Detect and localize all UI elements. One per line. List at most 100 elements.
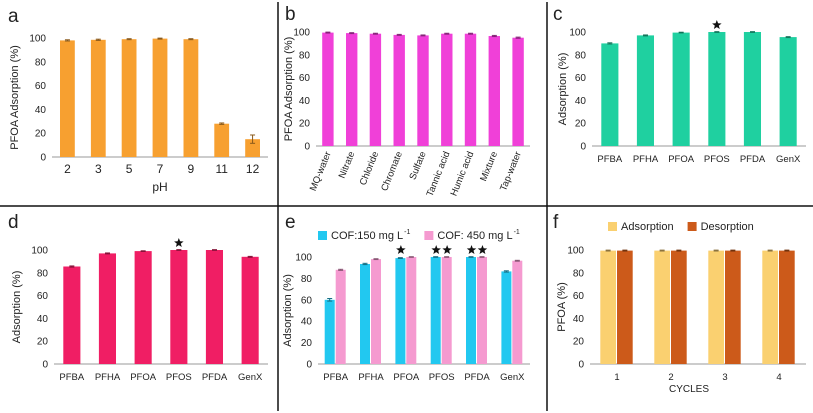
panel-a-xtick-4: 9 bbox=[188, 162, 195, 176]
panel-c-star-3-s0 bbox=[712, 20, 722, 29]
panel-d-bar-1 bbox=[98, 253, 116, 364]
panel-b-label: b bbox=[285, 4, 296, 25]
panel-d-ylabel: Adsorption (%) bbox=[11, 271, 23, 344]
panel-a-bar-6 bbox=[245, 139, 260, 157]
panel-a-xtick-3: 7 bbox=[157, 162, 164, 176]
panel-b-xtick-2: Chloride bbox=[358, 150, 381, 187]
panel-e-legend-sup-1: -1 bbox=[514, 229, 520, 236]
panel-c-bar-3 bbox=[708, 32, 726, 146]
panel-f-legend-label-1: Desorption bbox=[701, 221, 754, 233]
panel-c-bar-1 bbox=[636, 35, 654, 146]
panel-f-bar-3-s0 bbox=[762, 250, 778, 364]
panel-e-bar-2-s0 bbox=[395, 258, 406, 364]
panel-b-xtick-6: Humic acid bbox=[449, 150, 477, 198]
panel-c-bar-0 bbox=[601, 43, 619, 146]
panel-a-bar-5 bbox=[214, 123, 230, 157]
panel-e-ytick-100: 100 bbox=[295, 253, 312, 264]
panel-b-bar-8 bbox=[512, 37, 524, 147]
panel-d-xtick-2: PFOA bbox=[130, 372, 157, 383]
panel-e-star-2-s0 bbox=[396, 245, 406, 254]
panel-a-ytick-0: 0 bbox=[40, 153, 46, 164]
panel-e-star-4-s0 bbox=[466, 245, 477, 254]
panel-b-xtick-4: Sulfate bbox=[408, 150, 429, 182]
panel-f-legend-swatch-0 bbox=[608, 222, 617, 231]
panel-a-xtick-5: 11 bbox=[215, 162, 228, 176]
panel-a-bar-3 bbox=[152, 38, 168, 157]
panel-c-ylabel: Adsorption (%) bbox=[557, 53, 569, 126]
panel-d-xtick-5: GenX bbox=[238, 372, 263, 383]
panel-f-bar-0-s0 bbox=[600, 250, 616, 364]
panel-a-bar-0 bbox=[60, 40, 75, 157]
panel-f-bar-3-s1 bbox=[779, 250, 795, 364]
panel-e-bar-3-s1 bbox=[441, 257, 452, 364]
panel-e-star-3-s0 bbox=[431, 245, 441, 254]
panel-b-ytick-80: 80 bbox=[299, 50, 311, 61]
panel-a-label: a bbox=[8, 6, 19, 27]
panel-e-xtick-0: PFBA bbox=[323, 372, 348, 383]
panel-c-xtick-5: GenX bbox=[776, 154, 801, 165]
panel-b-xtick-0: MQ-water bbox=[308, 150, 334, 193]
panel-e-ytick-20: 20 bbox=[301, 338, 313, 349]
panel-c-xtick-0: PFBA bbox=[597, 154, 622, 165]
panel-e-xtick-3: PFOS bbox=[429, 372, 455, 383]
panel-a-ytick-40: 40 bbox=[35, 105, 47, 116]
panel-d-bar-5 bbox=[241, 256, 259, 364]
panel-e-bar-1-s1 bbox=[371, 259, 381, 364]
panel-c-bar-5 bbox=[779, 37, 797, 146]
panel-e-bar-4-s1 bbox=[477, 257, 487, 364]
panel-c-bar-2 bbox=[672, 32, 690, 146]
panel-b-xtick-7: Mixture bbox=[478, 150, 500, 183]
panel-c-xtick-4: PFDA bbox=[740, 154, 766, 165]
panel-e-bar-5-s0 bbox=[501, 271, 512, 364]
panel-f-legend-label-0: Adsorption bbox=[621, 221, 674, 233]
panel-c-xtick-3: PFOS bbox=[704, 154, 730, 165]
panel-d-bar-3 bbox=[170, 250, 188, 364]
panel-e-star-3-s1 bbox=[442, 245, 452, 254]
panel-a-xtick-2: 5 bbox=[126, 162, 133, 176]
panel-d-ytick-60: 60 bbox=[37, 291, 49, 302]
panel-e-ytick-40: 40 bbox=[301, 317, 313, 328]
panel-f-xtick-0: 1 bbox=[614, 372, 619, 383]
panel-e-bar-2-s1 bbox=[406, 257, 417, 364]
panel-b-ytick-20: 20 bbox=[299, 119, 311, 130]
panel-d-ytick-80: 80 bbox=[37, 268, 49, 279]
panel-e-bar-1-s0 bbox=[360, 264, 370, 364]
panel-d-bar-2 bbox=[134, 251, 152, 364]
panel-a-ytick-60: 60 bbox=[35, 81, 47, 92]
panel-e-legend-label-0: COF:150 mg L bbox=[331, 230, 403, 242]
panel-c-bar-4 bbox=[743, 32, 761, 146]
panel-b-ytick-40: 40 bbox=[299, 96, 311, 107]
panel-e-star-4-s1 bbox=[477, 245, 488, 254]
panel-a-ytick-100: 100 bbox=[29, 34, 46, 45]
panel-e-legend-label-1: COF: 450 mg L bbox=[437, 230, 512, 242]
panel-e-bar-4-s0 bbox=[466, 257, 476, 364]
panel-c-xtick-2: PFOA bbox=[668, 154, 695, 165]
panel-f-ytick-0: 0 bbox=[578, 360, 584, 371]
panel-b-bar-4 bbox=[417, 35, 429, 146]
panel-f-xtick-2: 3 bbox=[722, 372, 727, 383]
panel-a-bar-4 bbox=[183, 39, 199, 158]
panel-a-xlabel: pH bbox=[152, 180, 167, 194]
panel-d-xtick-4: PFDA bbox=[202, 372, 228, 383]
panel-a-ylabel: PFOA Adsorption (%) bbox=[9, 45, 21, 150]
panel-c-xtick-1: PFHA bbox=[633, 154, 659, 165]
panel-c-ytick-0: 0 bbox=[580, 142, 586, 153]
panel-e-xtick-1: PFHA bbox=[358, 372, 384, 383]
panel-b-xtick-1: Nitrate bbox=[337, 150, 358, 180]
panel-e-legend-swatch-1 bbox=[424, 231, 434, 240]
panel-a-xtick-1: 3 bbox=[95, 162, 102, 176]
panel-e-bar-3-s0 bbox=[430, 257, 441, 364]
panel-e-legend-sup-0: -1 bbox=[404, 229, 410, 236]
panel-f-bar-2-s0 bbox=[708, 250, 724, 364]
panel-d-star-3-s0 bbox=[174, 238, 184, 247]
panel-f-bar-0-s1 bbox=[617, 250, 633, 364]
panel-c-ytick-60: 60 bbox=[575, 73, 587, 84]
panel-e-ytick-60: 60 bbox=[301, 295, 313, 306]
panel-d-ytick-100: 100 bbox=[31, 246, 48, 257]
panel-e-bar-0-s1 bbox=[335, 269, 346, 364]
panel-f-legend-swatch-1 bbox=[687, 222, 697, 231]
panel-b-bar-5 bbox=[441, 33, 453, 147]
panel-b-bar-1 bbox=[346, 33, 358, 146]
panel-d-ytick-40: 40 bbox=[37, 314, 49, 325]
